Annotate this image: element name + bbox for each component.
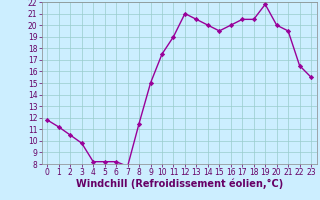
X-axis label: Windchill (Refroidissement éolien,°C): Windchill (Refroidissement éolien,°C) bbox=[76, 179, 283, 189]
